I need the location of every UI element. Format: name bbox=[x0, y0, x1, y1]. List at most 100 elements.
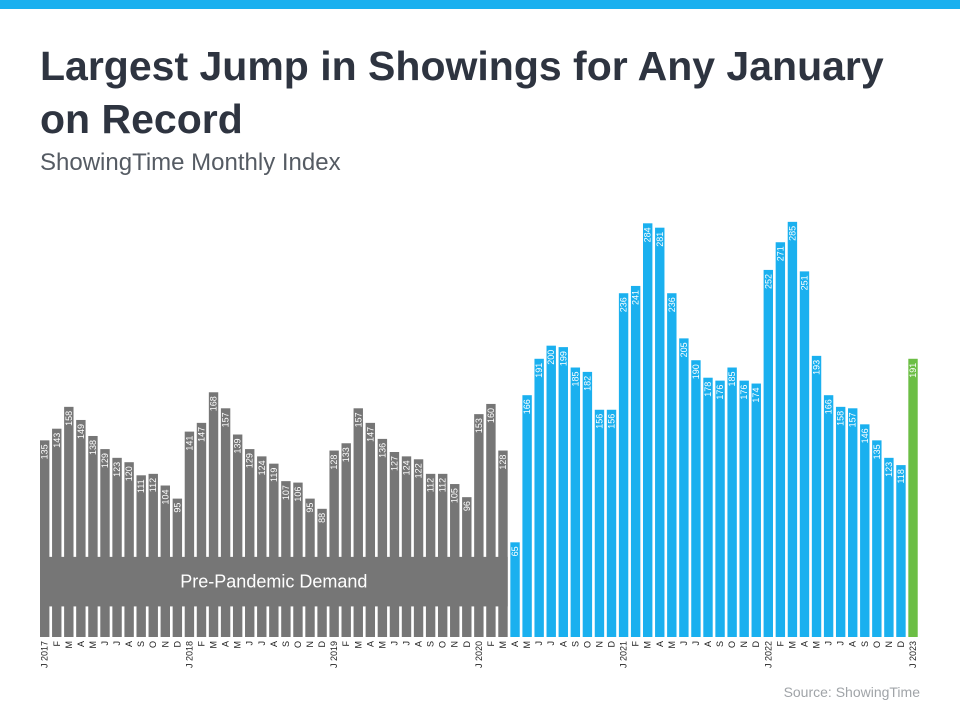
bar bbox=[269, 463, 279, 637]
bar-value-label: 95 bbox=[305, 503, 315, 513]
x-tick-label: A bbox=[558, 641, 568, 647]
x-tick-label: A bbox=[365, 641, 375, 647]
x-tick-label: A bbox=[124, 641, 134, 647]
x-tick-label: J bbox=[691, 641, 701, 646]
x-tick-label: F bbox=[52, 641, 62, 647]
bar bbox=[413, 459, 424, 637]
x-tick-label: J 2023 bbox=[908, 641, 918, 668]
x-tick-label: N bbox=[884, 641, 894, 648]
x-tick-label: J bbox=[257, 641, 267, 646]
bar-value-label: 193 bbox=[812, 360, 822, 375]
bar-value-label: 139 bbox=[233, 439, 243, 454]
x-tick-label: A bbox=[221, 641, 231, 647]
bar bbox=[232, 434, 243, 637]
bar bbox=[727, 367, 737, 637]
x-tick-label: M bbox=[522, 641, 532, 649]
bar bbox=[848, 408, 858, 637]
bar bbox=[76, 419, 86, 637]
bar-value-label: 236 bbox=[667, 297, 677, 312]
bar bbox=[618, 293, 629, 637]
bar-value-label: 176 bbox=[739, 385, 749, 400]
bar bbox=[329, 450, 339, 637]
x-tick-label: J bbox=[546, 641, 556, 646]
bar bbox=[245, 449, 255, 637]
x-tick-label: M bbox=[353, 641, 363, 649]
bar bbox=[425, 473, 436, 637]
x-tick-label: J bbox=[112, 641, 122, 646]
bar-value-label: 168 bbox=[209, 396, 219, 411]
x-tick-label: O bbox=[293, 641, 303, 648]
bar-value-label: 123 bbox=[884, 462, 894, 477]
x-tick-label: J bbox=[534, 641, 544, 646]
chart-subtitle: ShowingTime Monthly Index bbox=[40, 149, 341, 176]
bar bbox=[775, 242, 786, 638]
bar bbox=[703, 377, 713, 637]
bar bbox=[88, 435, 98, 637]
bar bbox=[751, 383, 761, 637]
bar-value-label: 112 bbox=[438, 478, 448, 492]
bar bbox=[570, 367, 581, 637]
bar-value-label: 136 bbox=[377, 443, 387, 458]
source-note: Source: ShowingTime bbox=[783, 684, 920, 700]
x-tick-label: F bbox=[196, 641, 206, 647]
bar bbox=[184, 431, 195, 637]
bar bbox=[715, 380, 725, 637]
bar-value-label: 157 bbox=[848, 412, 858, 427]
bar-value-label: 107 bbox=[281, 485, 291, 500]
x-tick-label: M bbox=[812, 641, 822, 649]
bar bbox=[643, 223, 653, 637]
bar-value-label: 200 bbox=[546, 350, 556, 365]
bar-value-label: 123 bbox=[112, 462, 122, 477]
bar bbox=[124, 462, 134, 637]
bar-value-label: 135 bbox=[872, 444, 882, 459]
bar-value-label: 128 bbox=[498, 455, 508, 470]
bar-value-label: 157 bbox=[221, 412, 231, 427]
x-tick-label: F bbox=[631, 641, 641, 647]
x-tick-label: M bbox=[64, 641, 74, 649]
bar-value-label: 166 bbox=[522, 399, 532, 414]
bar-value-label: 120 bbox=[124, 466, 134, 481]
x-tick-label: J bbox=[389, 641, 399, 646]
bar bbox=[799, 271, 810, 637]
x-tick-label: J bbox=[824, 641, 834, 646]
bar-value-label: 147 bbox=[365, 427, 375, 442]
x-tick-label: O bbox=[438, 641, 448, 648]
bar-value-label: 251 bbox=[799, 275, 809, 290]
x-tick-label: J 2020 bbox=[474, 641, 484, 668]
bar bbox=[100, 449, 110, 637]
x-tick-label: N bbox=[160, 641, 170, 648]
bar-value-label: 88 bbox=[317, 513, 327, 523]
x-tick-label: D bbox=[896, 641, 906, 648]
x-tick-label: F bbox=[341, 641, 351, 647]
bar-value-label: 135 bbox=[40, 444, 50, 459]
bar bbox=[896, 465, 906, 637]
x-tick-label: D bbox=[462, 641, 472, 648]
pre-pandemic-band bbox=[40, 556, 508, 607]
x-tick-label: A bbox=[848, 641, 858, 647]
bar bbox=[208, 392, 219, 637]
x-tick-label: J bbox=[836, 641, 846, 646]
bar bbox=[196, 422, 207, 637]
bar-value-label: 157 bbox=[353, 412, 363, 427]
x-tick-label: O bbox=[582, 641, 592, 648]
bar-value-label: 129 bbox=[245, 453, 255, 468]
bar-value-label: 124 bbox=[257, 460, 267, 475]
bar-value-label: 285 bbox=[787, 226, 797, 241]
bar bbox=[594, 409, 605, 637]
bar-value-label: 185 bbox=[570, 372, 580, 387]
bar-value-label: 281 bbox=[655, 232, 665, 247]
x-tick-label: J 2021 bbox=[619, 641, 629, 668]
bar-value-label: 122 bbox=[414, 463, 424, 478]
bar-value-label: 124 bbox=[402, 460, 412, 475]
bar-value-label: 119 bbox=[269, 468, 279, 482]
bar-value-label: 149 bbox=[76, 424, 86, 439]
bar bbox=[811, 355, 822, 637]
x-tick-label: F bbox=[775, 641, 785, 647]
bar-value-label: 166 bbox=[824, 399, 834, 414]
x-tick-label: A bbox=[799, 641, 809, 647]
x-tick-labels-group: J 2017 F M A M J J A S O N D J 2018 F M A M J J A S O N D J 2019… bbox=[40, 641, 918, 669]
x-tick-label: S bbox=[281, 641, 291, 647]
bar-value-label: 158 bbox=[836, 411, 846, 426]
bar-value-label: 174 bbox=[751, 388, 761, 403]
